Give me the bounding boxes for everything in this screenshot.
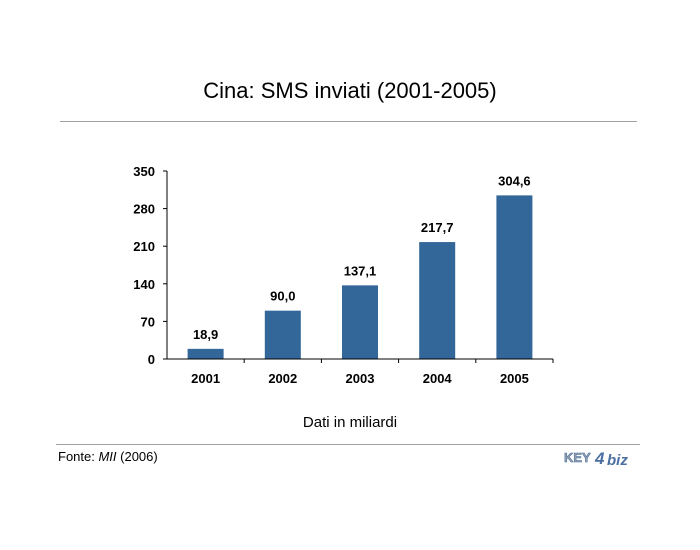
logo-digit: 4 — [594, 449, 605, 468]
data-label-2005: 304,6 — [498, 173, 531, 188]
data-label-2003: 137,1 — [344, 263, 377, 278]
x-tick-label-2001: 2001 — [191, 371, 220, 386]
y-axis-ticks: 0 70 140 210 280 350 — [133, 164, 167, 367]
source-note: Fonte: MII (2006) — [58, 449, 158, 464]
bars — [187, 195, 533, 359]
source-name: MII — [98, 449, 117, 464]
y-tick-label: 0 — [148, 352, 155, 367]
y-tick-label: 280 — [133, 202, 155, 217]
data-label-2002: 90,0 — [270, 289, 295, 304]
x-tick-label-2004: 2004 — [423, 371, 453, 386]
x-axis-ticks: 2001 2002 2003 2004 2005 — [191, 359, 554, 386]
x-tick-label-2003: 2003 — [346, 371, 375, 386]
logo-biz-text: biz — [607, 452, 628, 469]
x-axis-label: Dati in miliardi — [302, 414, 398, 431]
footer-divider — [56, 444, 640, 445]
bar-2002 — [264, 310, 301, 359]
bar-2005 — [496, 195, 533, 359]
bar-2001 — [187, 348, 224, 359]
chart-title: Cina: SMS inviati (2001-2005) — [203, 78, 497, 103]
bar-2003 — [342, 285, 378, 359]
title-divider — [60, 121, 637, 122]
data-label-2004: 217,7 — [421, 220, 454, 235]
key4biz-logo: KEY 4 biz — [564, 449, 629, 469]
y-tick-label: 70 — [141, 314, 155, 329]
data-labels: 18,9 90,0 137,1 217,7 304,6 — [193, 173, 531, 341]
y-tick-label: 140 — [133, 277, 155, 292]
source-year: (2006) — [116, 449, 158, 464]
source-prefix: Fonte: — [58, 449, 99, 464]
y-tick-label: 210 — [133, 239, 155, 254]
data-label-2001: 18,9 — [193, 327, 218, 342]
y-tick-label: 350 — [133, 164, 155, 179]
bar-2004 — [419, 242, 456, 359]
logo-key-text: KEY — [564, 450, 591, 465]
x-tick-label-2002: 2002 — [268, 371, 297, 386]
x-tick-label-2005: 2005 — [500, 371, 529, 386]
